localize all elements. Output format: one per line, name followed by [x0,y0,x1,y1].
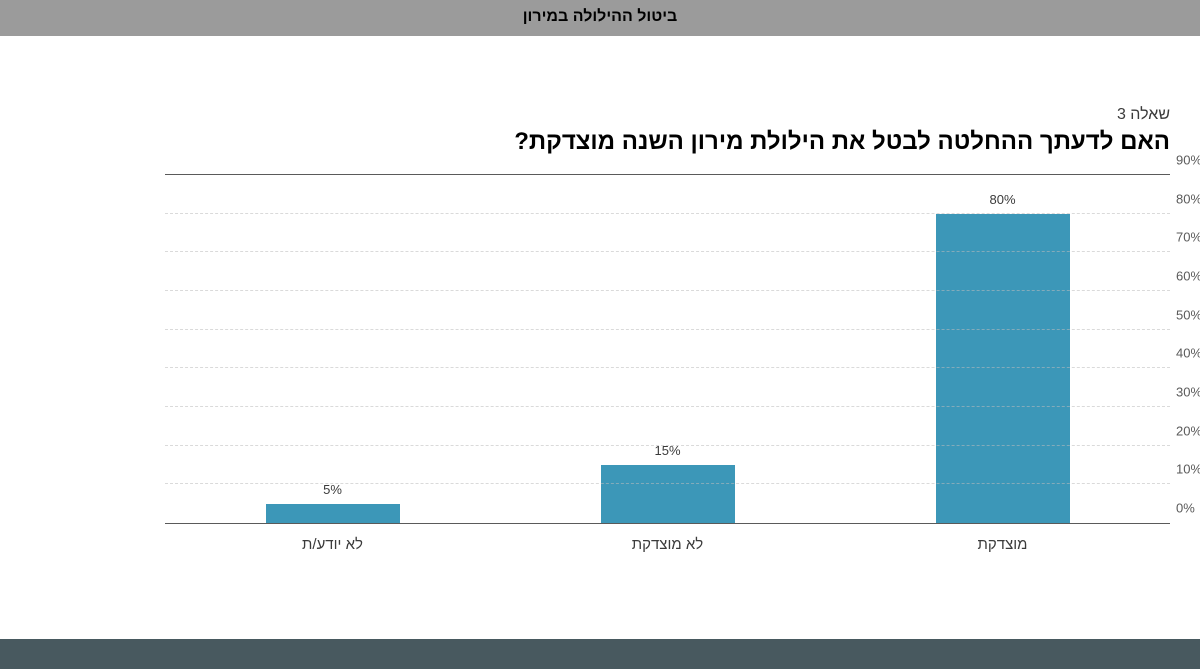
y-tick-label: 30% [1176,385,1200,400]
gridline [165,251,1170,252]
y-tick-label: 40% [1176,346,1200,361]
y-tick-label: 10% [1176,462,1200,477]
bar: 5% [266,504,400,523]
plot-area: 80%15%5% 0%10%20%30%40%50%60%70%80%90% [165,174,1170,524]
gridline [165,329,1170,330]
header-bar: ביטול ההילולה במירון [0,0,1200,36]
gridline [165,290,1170,291]
y-tick-label: 0% [1176,501,1200,516]
x-axis-labels: מוצדקתלא מוצדקתלא יודע/ת [165,536,1170,553]
bars-container: 80% 15% 5% [165,175,1170,523]
page: ביטול ההילולה במירון שאלה 3 האם לדעתך הה… [0,0,1200,669]
gridline [165,213,1170,214]
y-tick-label: 90% [1176,153,1200,168]
bar: 15% [601,465,735,523]
bar-slot: 5% [165,175,500,523]
bar-slot: 15% [500,175,835,523]
question-number: שאלה 3 [30,106,1170,124]
title-block: שאלה 3 האם לדעתך ההחלטה לבטל את הילולת מ… [0,36,1200,168]
gridline [165,445,1170,446]
header-title: ביטול ההילולה במירון [523,8,678,25]
x-axis-label: לא יודע/ת [165,536,500,553]
footer-bar [0,639,1200,669]
x-axis-label: מוצדקת [835,536,1170,553]
plot-wrap: 80%15%5% 0%10%20%30%40%50%60%70%80%90% [165,174,1170,524]
y-tick-label: 70% [1176,230,1200,245]
gridline [165,483,1170,484]
bar-value-label: 80% [989,192,1015,207]
y-tick-label: 20% [1176,423,1200,438]
y-tick-label: 60% [1176,269,1200,284]
y-tick-label: 80% [1176,191,1200,206]
y-tick-label: 50% [1176,307,1200,322]
question-text: האם לדעתך ההחלטה לבטל את הילולת מירון הש… [30,128,1170,156]
bar-slot: 80% [835,175,1170,523]
gridline [165,367,1170,368]
gridline [165,406,1170,407]
x-axis-label: לא מוצדקת [500,536,835,553]
chart-card: שאלה 3 האם לדעתך ההחלטה לבטל את הילולת מ… [0,36,1200,553]
